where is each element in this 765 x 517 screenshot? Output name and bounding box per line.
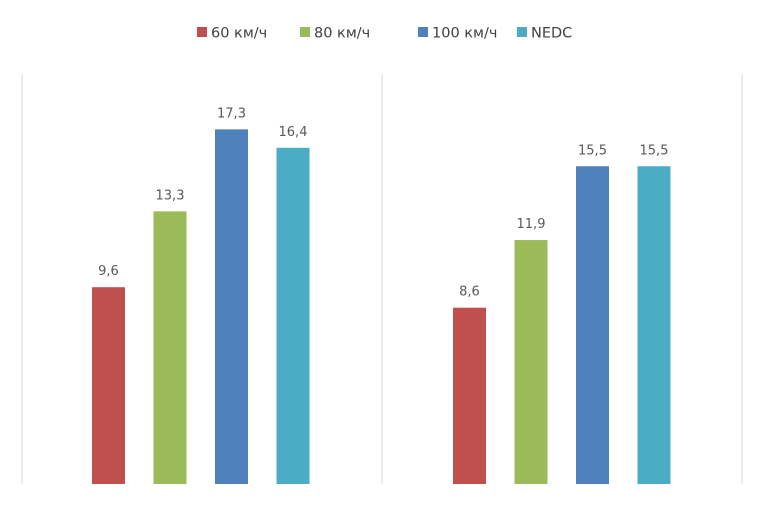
- bar: [453, 307, 486, 484]
- bar: [576, 166, 609, 484]
- group-separators: [21, 74, 743, 484]
- legend-label: 80 км/ч: [314, 26, 370, 42]
- bar: [215, 129, 248, 484]
- legend-swatch: [300, 27, 310, 37]
- legend-label: NEDC: [531, 26, 572, 42]
- data-label: 13,3: [156, 188, 185, 203]
- bar: [92, 287, 125, 484]
- bar: [153, 211, 187, 484]
- legend: 60 км/ч 80 км/ч 100 км/ч NEDC: [197, 26, 572, 42]
- bars: 9,6 13,3 17,3 16,4 8,6 11,9 15,5 15,5: [92, 106, 671, 485]
- data-label: 11,9: [517, 217, 546, 232]
- bar: [637, 166, 671, 484]
- bar: [514, 240, 548, 484]
- legend-swatch: [517, 27, 527, 37]
- bar: [276, 147, 310, 485]
- data-label: 8,6: [459, 285, 480, 300]
- legend-swatch: [197, 27, 207, 37]
- data-label: 15,5: [578, 143, 607, 158]
- legend-swatch: [418, 27, 428, 37]
- legend-label: 60 км/ч: [211, 26, 267, 42]
- data-label: 17,3: [217, 106, 246, 121]
- data-label: 15,5: [640, 143, 669, 158]
- data-label: 16,4: [279, 125, 308, 140]
- data-label: 9,6: [98, 264, 119, 279]
- legend-label: 100 км/ч: [432, 26, 497, 42]
